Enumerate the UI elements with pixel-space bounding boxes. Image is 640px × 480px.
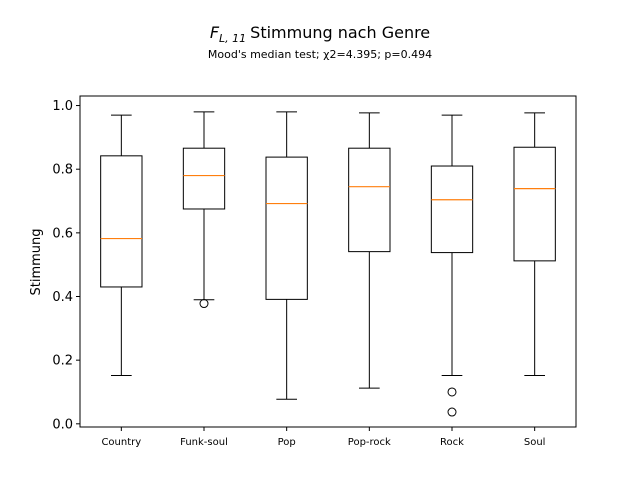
plot-area: 0.0 0.2 0.4 0.6 0.8 1.0 Country Funk-soul Pop Pop…: [52, 99, 556, 448]
chart-title: FL, 11 Stimmung nach Genre: [210, 23, 430, 45]
box-iqr: [265, 156, 308, 300]
outlier-point: [447, 387, 457, 397]
title-math-subscript: L, 11: [219, 32, 246, 45]
outlier-point: [447, 407, 457, 417]
box-iqr: [100, 155, 143, 288]
box-iqr: [430, 165, 474, 254]
x-tick-label: Country: [101, 437, 141, 448]
y-tick-label: 0.8: [52, 163, 73, 178]
y-axis-label: Stimmung: [29, 228, 44, 295]
x-tick-label: Soul: [524, 437, 546, 448]
y-tick-label: 0.2: [52, 354, 73, 369]
outlier-point: [199, 299, 209, 309]
x-tick-label: Pop-rock: [348, 437, 391, 448]
x-tick-label: Rock: [440, 437, 464, 448]
chart-subtitle: Mood's median test; χ2=4.395; p=0.494: [208, 48, 432, 61]
box-iqr: [513, 146, 556, 262]
box-iqr: [348, 147, 391, 253]
title-math-symbol: F: [210, 23, 220, 42]
y-tick-label: 0.6: [52, 226, 73, 241]
axes-frame: [79, 95, 577, 428]
y-tick-label: 0.4: [52, 290, 73, 305]
y-tick-label: 0.0: [52, 417, 73, 432]
box-iqr: [182, 147, 226, 210]
x-tick-label: Funk-soul: [180, 437, 228, 448]
title-main: Stimmung nach Genre: [250, 23, 430, 42]
y-tick-label: 1.0: [52, 99, 73, 114]
x-tick-label: Pop: [278, 437, 296, 448]
